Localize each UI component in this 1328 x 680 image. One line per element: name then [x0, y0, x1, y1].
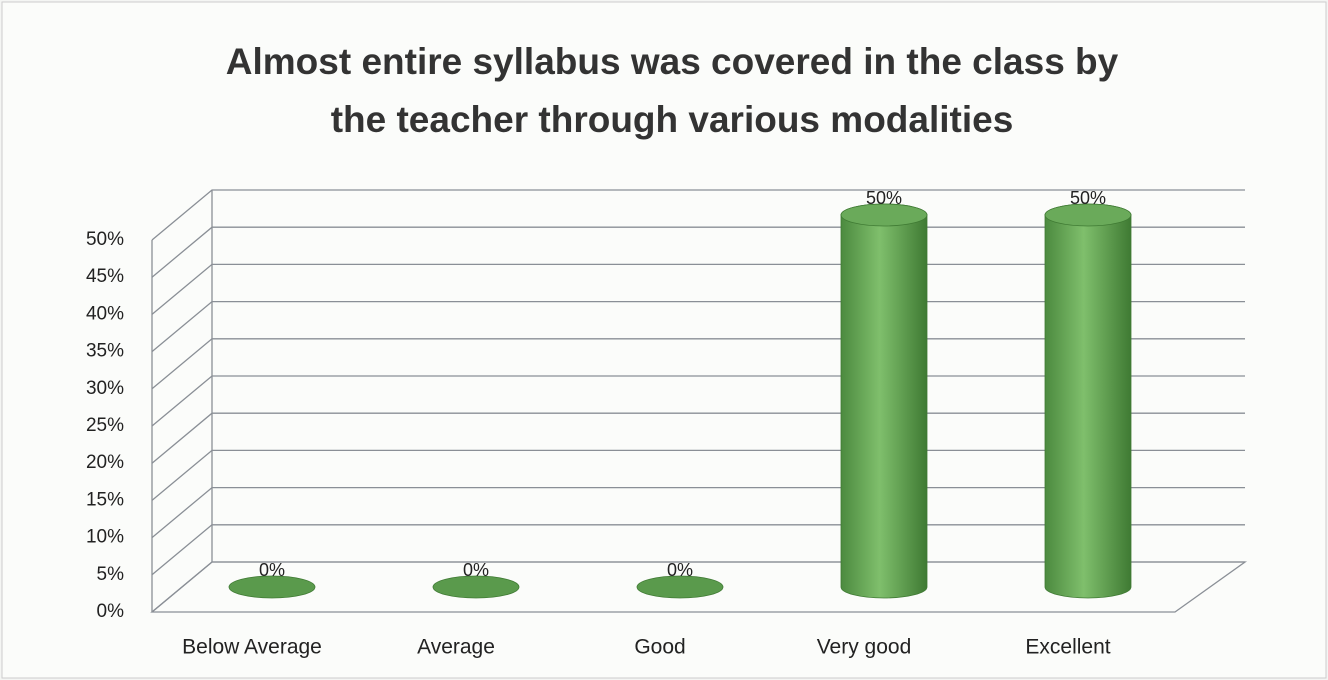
x-tick-label: Average — [417, 636, 495, 659]
y-tick-label: 40% — [86, 303, 124, 324]
bar — [840, 203, 928, 599]
y-tick-label: 45% — [86, 266, 124, 287]
data-label: 0% — [667, 560, 693, 580]
grid-line — [151, 189, 1245, 241]
chart-title: the teacher through various modalities — [331, 99, 1014, 140]
y-tick-label: 5% — [97, 564, 125, 585]
y-tick-label: 15% — [86, 489, 124, 510]
y-tick-label: 50% — [86, 229, 124, 250]
x-tick-label: Very good — [817, 636, 912, 659]
bar-top — [840, 203, 928, 227]
data-label: 0% — [259, 560, 285, 580]
x-tick-label: Good — [634, 636, 685, 659]
y-tick-label: 35% — [86, 341, 124, 362]
bar — [432, 575, 520, 599]
data-label: 50% — [866, 188, 902, 208]
y-tick-label: 10% — [86, 527, 124, 548]
bar — [1044, 203, 1132, 599]
bar-top — [1044, 203, 1132, 227]
y-tick-label: 30% — [86, 378, 124, 399]
y-tick-label: 20% — [86, 452, 124, 473]
data-label: 0% — [463, 560, 489, 580]
data-label: 50% — [1070, 188, 1106, 208]
bar — [636, 575, 724, 599]
x-tick-label: Excellent — [1025, 636, 1110, 659]
chart-title: Almost entire syllabus was covered in th… — [226, 41, 1119, 82]
y-tick-label: 0% — [97, 601, 125, 622]
x-tick-label: Below Average — [182, 636, 322, 659]
bar — [228, 575, 316, 599]
y-tick-label: 25% — [86, 415, 124, 436]
